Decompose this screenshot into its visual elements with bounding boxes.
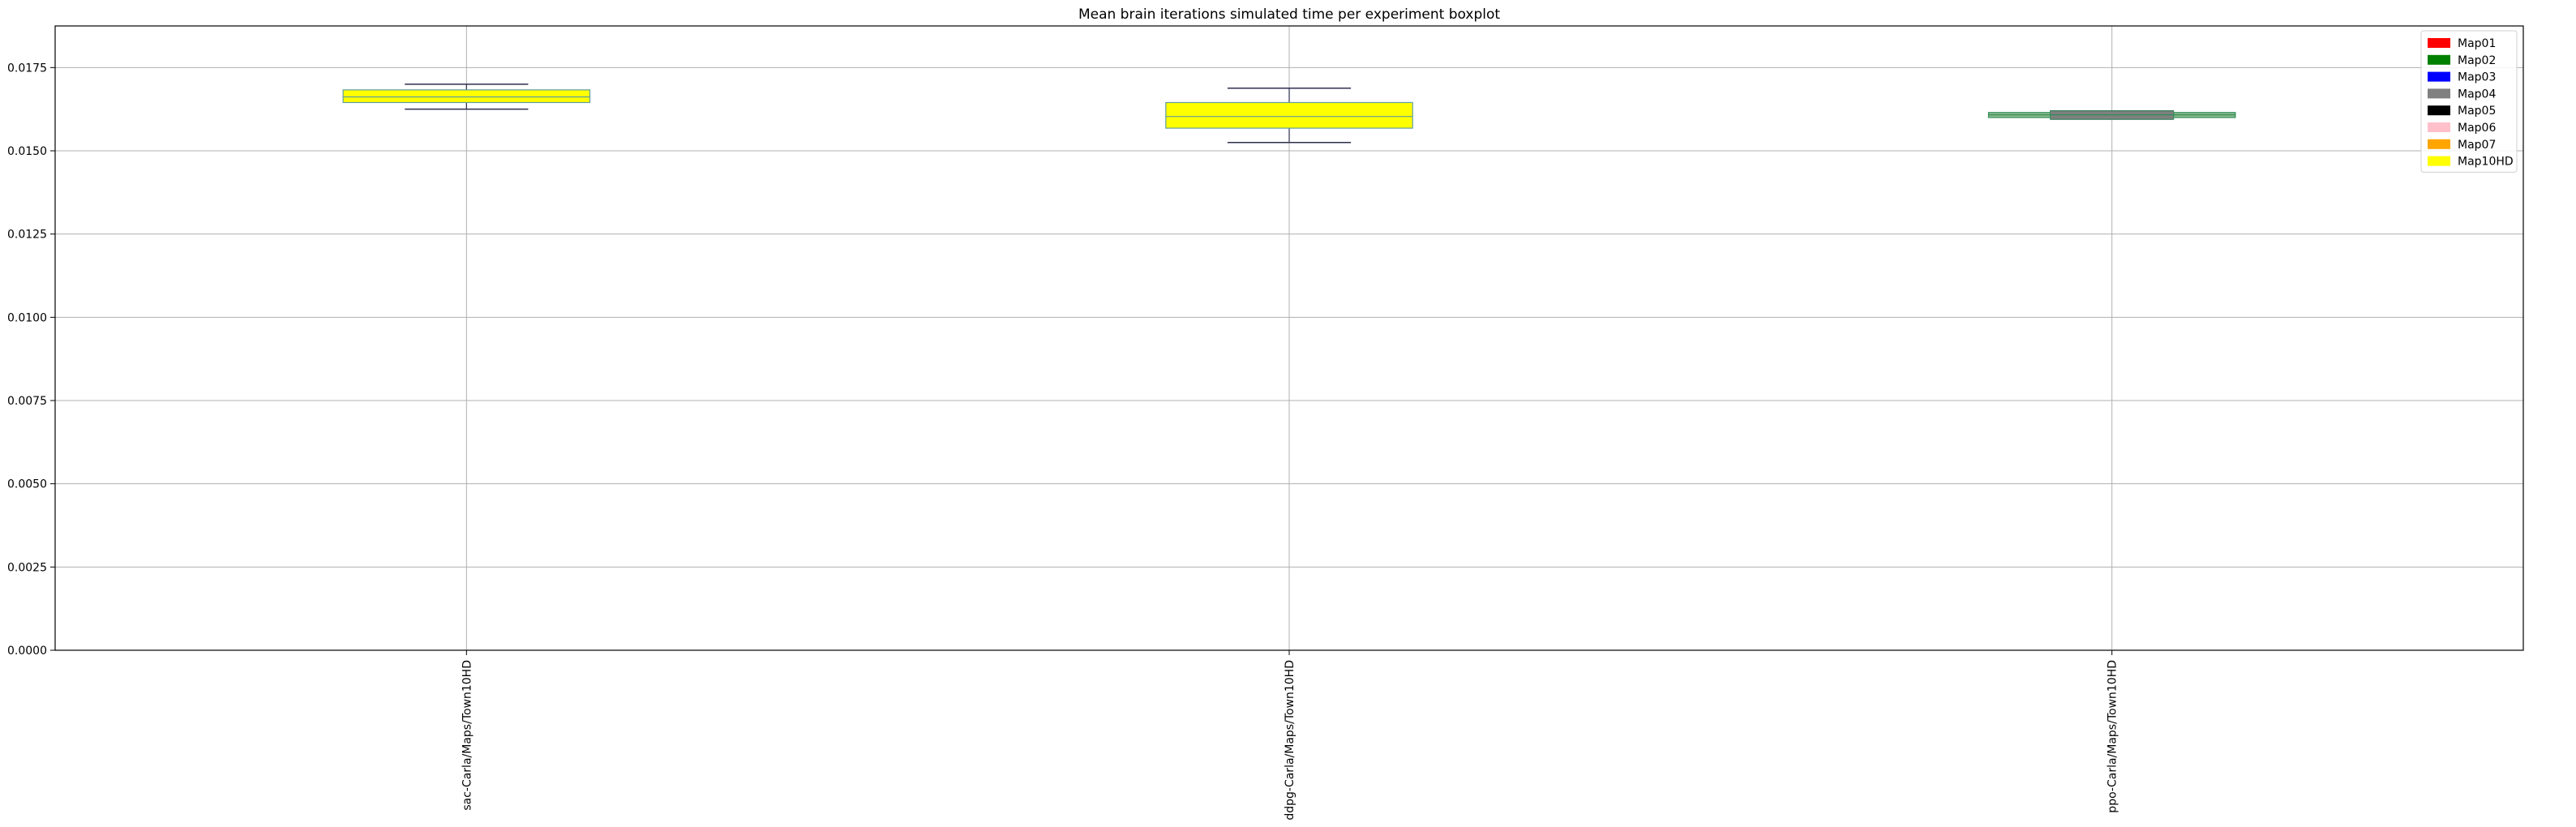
- y-tick-label: 0.0100: [7, 311, 47, 324]
- legend-label: Map05: [2458, 105, 2496, 118]
- box-1: [1165, 88, 1413, 144]
- chart-title: Mean brain iterations simulated time per…: [1078, 6, 1500, 23]
- box-body: [1165, 101, 1413, 129]
- axis-layer: 0.0000 0.0025 0.0050 0.0075 0.0100 0.0125 0.01…: [7, 25, 2524, 821]
- legend-label: Map01: [2458, 37, 2496, 50]
- y-tick-label: 0.0025: [7, 561, 47, 574]
- grid-layer: [55, 26, 2523, 651]
- legend-label: Map03: [2458, 71, 2496, 84]
- x-tick-label: sac-Carla/Maps/Town10HD: [461, 660, 474, 811]
- box-body: [342, 89, 591, 104]
- legend-label: Map10HD: [2458, 156, 2514, 169]
- legend-swatch: [2428, 88, 2450, 99]
- plot-frame: [54, 25, 2524, 651]
- legend-label: Map06: [2458, 122, 2496, 135]
- legend-label: Map04: [2458, 88, 2496, 101]
- y-tick-label: 0.0125: [7, 229, 47, 242]
- x-tick-label: ddpg-Carla/Maps/Town10HD: [1284, 660, 1297, 821]
- y-tick-label: 0.0075: [7, 395, 47, 408]
- legend-label: Map02: [2458, 54, 2496, 67]
- y-tick-label: 0.0000: [7, 645, 47, 658]
- x-tick-label: ppo-Carla/Maps/Town10HD: [2107, 660, 2120, 813]
- legend: Map01 Map02 Map03 Map04 Map05 Map06 Map07 Map10…: [2420, 30, 2518, 173]
- y-tick-label: 0.0175: [7, 62, 47, 75]
- legend-swatch: [2428, 105, 2450, 116]
- y-tick-label: 0.0150: [7, 145, 47, 158]
- box-2: [1987, 109, 2236, 120]
- legend-swatch: [2428, 156, 2450, 166]
- legend-swatch: [2428, 38, 2450, 48]
- legend-label: Map07: [2458, 139, 2496, 152]
- legend-swatch: [2428, 139, 2450, 149]
- legend-swatch: [2428, 122, 2450, 132]
- box-0: [342, 84, 591, 110]
- y-tick-label: 0.0050: [7, 478, 47, 491]
- box-layer: [342, 84, 2236, 144]
- legend-box: [2420, 30, 2518, 173]
- legend-swatch: [2428, 71, 2450, 82]
- legend-swatch: [2428, 54, 2450, 65]
